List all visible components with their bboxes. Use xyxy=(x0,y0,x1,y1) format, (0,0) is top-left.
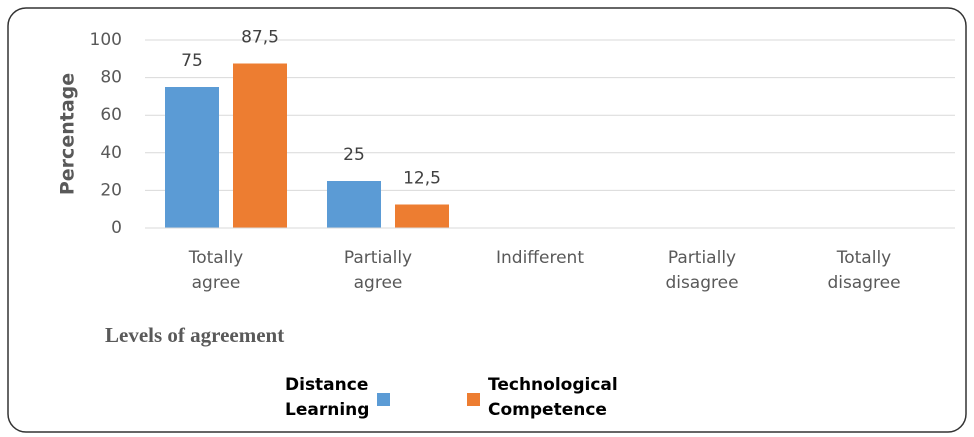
data-label: 25 xyxy=(343,145,365,165)
x-tick-label: Totally disagree xyxy=(827,248,900,293)
data-label: 87,5 xyxy=(241,28,279,48)
x-tick-label: Totally agree xyxy=(188,248,244,293)
legend-swatch xyxy=(467,393,480,406)
bar xyxy=(395,204,449,228)
y-tick-label: 0 xyxy=(111,218,122,238)
y-tick-label: 60 xyxy=(100,105,122,125)
y-tick-label: 100 xyxy=(90,30,122,50)
legend-label: Technological Competence xyxy=(488,375,618,420)
x-axis-title: Levels of agreement xyxy=(105,323,284,347)
y-tick-label: 20 xyxy=(100,180,122,200)
y-tick-label: 40 xyxy=(100,143,122,163)
legend-label: Distance Learning xyxy=(285,375,369,420)
legend-swatch xyxy=(377,393,390,406)
bar xyxy=(327,181,381,228)
data-label: 12,5 xyxy=(403,169,441,189)
y-axis-title: Percentage xyxy=(57,73,79,195)
x-tick-label: Indifferent xyxy=(496,248,584,268)
data-label: 75 xyxy=(181,51,203,71)
x-tick-label: Partially agree xyxy=(344,248,412,293)
bar xyxy=(165,87,219,228)
y-tick-label: 80 xyxy=(100,68,122,88)
chart-frame xyxy=(7,7,967,433)
x-tick-label: Partially disagree xyxy=(665,248,738,293)
bar xyxy=(233,63,287,228)
